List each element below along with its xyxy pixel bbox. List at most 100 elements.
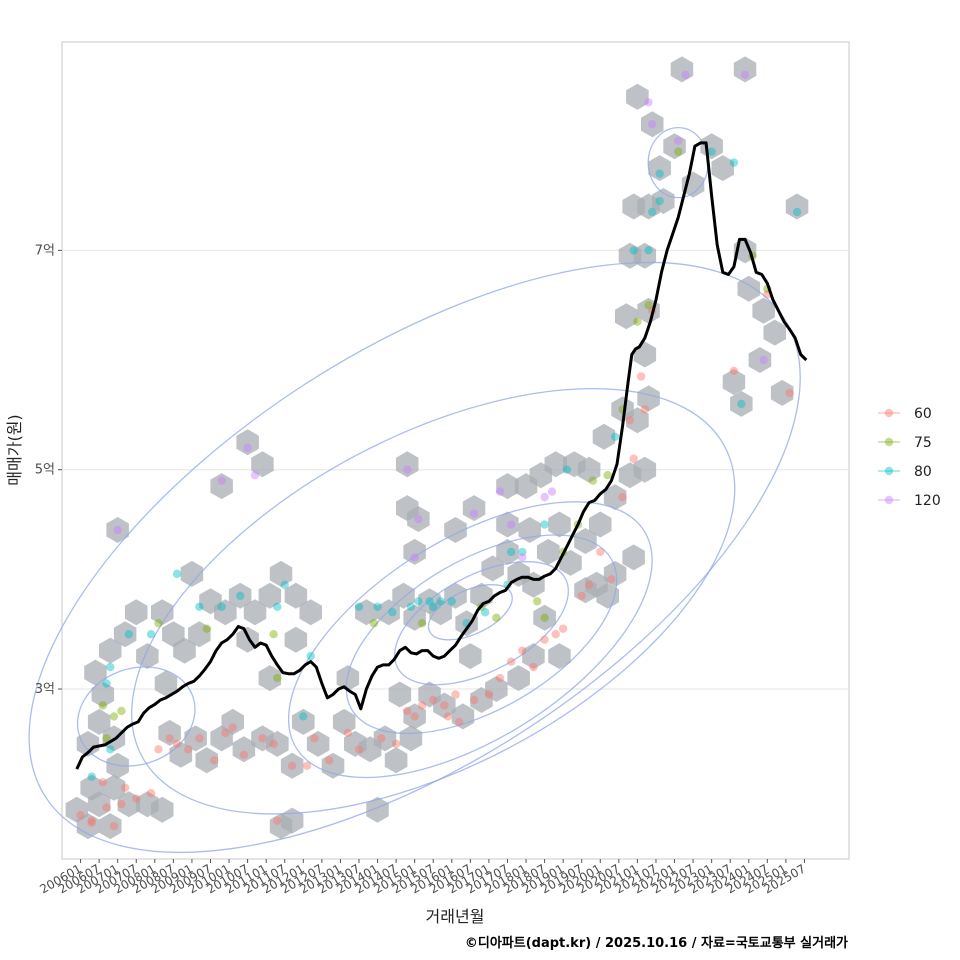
hex-bin xyxy=(232,736,256,763)
scatter-point xyxy=(648,207,657,217)
scatter-point xyxy=(440,701,449,710)
trend-line-layer xyxy=(75,141,808,770)
hex-bin xyxy=(210,473,233,500)
hex-bin xyxy=(577,456,601,483)
scatter-point xyxy=(172,569,182,579)
scatter-point xyxy=(109,821,119,831)
hex-bin xyxy=(151,599,174,626)
hex-bin xyxy=(388,681,412,708)
hex-bin xyxy=(91,681,115,708)
scatter-point xyxy=(273,816,282,825)
hex-bin xyxy=(221,708,244,735)
scatter-point xyxy=(529,662,538,672)
scatter-point xyxy=(443,712,453,721)
y-tick-label: 5억 xyxy=(35,463,55,478)
scatter-point xyxy=(302,761,312,770)
hex-bin xyxy=(214,599,237,626)
hex-bin xyxy=(451,703,475,730)
hex-bin xyxy=(496,511,519,538)
scatter-point xyxy=(210,756,219,765)
legend-key-dot xyxy=(884,495,894,505)
scatter-point xyxy=(343,728,353,738)
legend-key-dot xyxy=(884,408,894,418)
scatter-point xyxy=(469,695,479,705)
legend-key-dot xyxy=(884,466,894,476)
scatter-point xyxy=(636,372,646,381)
hex-bin xyxy=(99,813,122,840)
scatter-point xyxy=(759,355,768,365)
hex-bin xyxy=(332,708,356,735)
scatter-point xyxy=(540,492,549,502)
scatter-point xyxy=(269,739,278,749)
scatter-point xyxy=(165,734,174,743)
legend-label: 80 xyxy=(914,464,932,480)
hex-bin xyxy=(306,730,330,757)
hex-bin xyxy=(785,193,809,220)
scatter-point xyxy=(740,70,750,80)
hex-bin xyxy=(269,560,293,587)
scatter-point xyxy=(518,547,527,557)
hex-bin xyxy=(80,774,103,801)
scatter-point xyxy=(644,246,653,255)
hex-bin xyxy=(125,599,148,626)
legend-key-dot xyxy=(884,437,894,447)
hex-bin xyxy=(284,582,308,609)
hex-bin xyxy=(733,56,757,83)
hex-bin xyxy=(770,379,794,406)
y-axis-ticks: 3억 5억 7억 xyxy=(35,243,62,697)
hex-bin xyxy=(455,610,478,637)
y-axis-title: 매매가(원) xyxy=(5,414,24,485)
scatter-point xyxy=(310,734,319,743)
scatter-point xyxy=(354,602,364,611)
scatter-point xyxy=(603,470,612,480)
scatter-point xyxy=(737,399,746,409)
scatter-point xyxy=(377,734,386,743)
legend-label: 120 xyxy=(914,493,941,509)
hex-density-layer xyxy=(65,56,809,840)
hex-bin xyxy=(574,528,597,554)
hex-bin xyxy=(106,517,129,543)
hex-bin xyxy=(429,599,452,626)
scatter-point xyxy=(172,739,182,749)
hex-bin xyxy=(321,752,345,779)
hex-bin xyxy=(113,621,137,648)
hex-bin xyxy=(537,538,560,565)
hex-bin xyxy=(711,155,734,182)
hex-bin xyxy=(173,637,196,664)
hex-bin xyxy=(663,133,686,160)
scatter-point xyxy=(117,706,126,716)
scatter-point xyxy=(184,745,193,754)
density-contour xyxy=(76,666,196,767)
legend-label: 60 xyxy=(914,406,932,422)
scatter-point xyxy=(76,810,85,820)
scatter-point xyxy=(195,602,204,611)
hex-bin xyxy=(752,297,775,324)
x-axis-title: 거래년월 xyxy=(426,907,485,926)
hex-bin xyxy=(84,659,107,686)
scatter-point xyxy=(518,553,527,562)
scatter-point xyxy=(506,520,516,529)
scatter-point xyxy=(655,196,664,206)
hex-bin xyxy=(236,429,259,456)
hex-bin xyxy=(626,83,649,110)
scatter-point xyxy=(299,712,308,721)
scatter-point xyxy=(492,613,501,622)
hex-bin xyxy=(496,538,519,565)
hex-bin xyxy=(462,495,486,522)
scatter-point xyxy=(451,690,460,699)
hex-bin xyxy=(158,719,181,746)
hex-bin xyxy=(544,451,567,478)
hex-bin xyxy=(188,621,211,648)
scatter-point xyxy=(532,597,542,606)
hex-bin xyxy=(592,423,616,450)
scatter-point xyxy=(648,120,657,129)
hex-bin xyxy=(366,796,389,823)
hex-bin xyxy=(403,604,426,631)
scatter-point xyxy=(729,366,739,376)
scatter-point xyxy=(120,783,130,792)
scatter-point xyxy=(588,476,598,485)
scatter-point xyxy=(495,673,505,683)
hex-bin xyxy=(763,319,786,346)
scatter-point xyxy=(644,98,653,107)
scatter-point xyxy=(373,602,382,611)
